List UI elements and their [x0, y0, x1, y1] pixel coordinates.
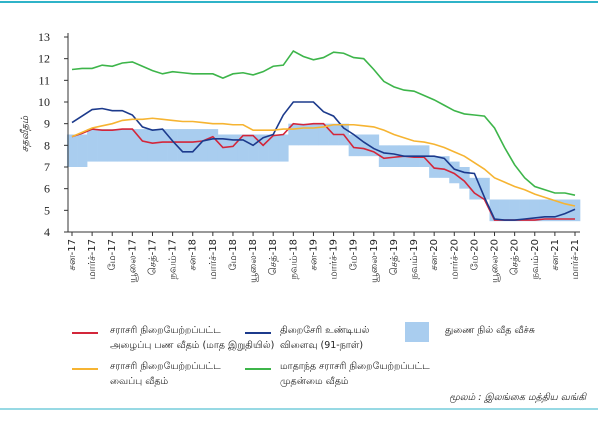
- corridor-band: [258, 134, 269, 162]
- y-tick-label: 11: [38, 73, 50, 87]
- y-tick-label: 8: [44, 138, 50, 152]
- x-tick-label: யூலை-17: [127, 239, 138, 283]
- corridor-band: [358, 134, 370, 157]
- legend-label: மாதாந்த சராசரி நிறையேற்றப்பட்ட முதன்மை வ…: [280, 361, 430, 387]
- corridor-band: [288, 123, 299, 146]
- x-tick-label: யூலை-19: [369, 239, 380, 283]
- legend-label: சராசரி நிறையேற்றப்பட்ட வைப்பு வீதம்: [110, 361, 221, 387]
- corridor-band: [278, 134, 289, 162]
- corridor-band: [519, 199, 531, 222]
- x-tick-label: நவம்-20: [530, 239, 541, 279]
- x-tick-label: மார்ச்-21: [570, 239, 581, 279]
- corridor-band: [378, 145, 390, 167]
- x-tick-label: மார்ச்-20: [449, 239, 460, 279]
- corridor-band: [107, 129, 118, 162]
- corridor-band: [227, 134, 239, 162]
- x-tick-label: செத்-19: [389, 239, 400, 275]
- corridor-band: [348, 134, 360, 157]
- y-tick-label: 6: [44, 182, 50, 196]
- series-line: [71, 117, 576, 207]
- x-tick-label: செத்-17: [147, 239, 158, 275]
- x-tick-label: நவம்-19: [409, 239, 420, 279]
- x-tick-label: நவம்-17: [168, 239, 179, 279]
- corridor-band: [549, 199, 561, 222]
- y-tick-label: 13: [38, 30, 50, 44]
- source: மூலம் : இலங்கை மத்திய வங்கி: [449, 392, 586, 403]
- y-tick-label: 10: [38, 95, 50, 109]
- x-tick-label: யூலை-18: [248, 239, 259, 283]
- series-line: [71, 50, 576, 196]
- corridor-band: [569, 199, 581, 222]
- y-tick-label: 12: [38, 52, 50, 66]
- x-tick-label: சன-17: [67, 239, 78, 271]
- x-tick-label: சன-21: [550, 239, 561, 271]
- corridor-band: [559, 199, 571, 222]
- corridor-band: [539, 199, 551, 222]
- corridor-band: [248, 134, 259, 162]
- corridor-band: [499, 199, 510, 222]
- x-tick-label: செத்-18: [268, 239, 279, 275]
- corridor-band: [97, 129, 108, 162]
- corridor-band: [147, 129, 158, 162]
- x-tick-label: சன-18: [188, 239, 199, 271]
- corridor-band: [298, 123, 309, 146]
- y-tick-label: 4: [44, 225, 50, 239]
- corridor-band: [137, 129, 148, 162]
- corridor-band: [197, 129, 209, 162]
- series-line: [71, 101, 576, 221]
- corridor-band: [117, 129, 128, 162]
- y-axis-title: சதவீதம்: [19, 115, 32, 152]
- corridor-band: [207, 129, 219, 162]
- corridor-band: [187, 129, 199, 162]
- y-tick-label: 7: [44, 160, 50, 174]
- x-tick-label: மே-20: [469, 239, 480, 270]
- corridor-band: [167, 129, 178, 162]
- corridor-band: [479, 177, 490, 200]
- x-tick-label: சன-19: [308, 239, 319, 271]
- x-tick-label: மார்ச்-17: [87, 239, 98, 279]
- corridor-band: [368, 134, 380, 157]
- corridor-band: [439, 156, 450, 178]
- legend-label: சராசரி நிறையேற்றப்பட்ட அழைப்பு பண வீதம் …: [110, 325, 275, 351]
- x-tick-label: மே-18: [228, 239, 239, 270]
- x-tick-label: மே-19: [349, 239, 360, 270]
- corridor-band: [489, 199, 500, 222]
- x-tick-label: சன-20: [429, 239, 440, 271]
- x-tick-label: நவம்-18: [288, 239, 299, 279]
- legend-swatch: [405, 322, 429, 342]
- legend-label: துணை நில் வீத வீச்சு: [445, 325, 535, 336]
- y-tick-label: 9: [44, 117, 50, 131]
- x-tick-label: மார்ச்-18: [208, 239, 219, 279]
- corridor-band: [157, 129, 168, 162]
- x-tick-label: மார்ச்-19: [329, 239, 340, 279]
- corridor-band: [509, 199, 520, 222]
- corridor-band: [127, 129, 138, 162]
- corridor-band: [87, 129, 98, 162]
- corridor-band: [237, 134, 249, 162]
- corridor-band: [308, 123, 319, 146]
- legend-label: திறைசேரி உண்டியல் விளைவு (91-நாள்): [280, 325, 370, 351]
- corridor-band: [177, 129, 188, 162]
- corridor-band: [268, 134, 279, 162]
- y-tick-label: 5: [44, 203, 50, 217]
- corridor-band: [459, 167, 470, 189]
- corridor-band: [318, 123, 329, 146]
- x-tick-label: யூலை-20: [490, 239, 501, 283]
- x-tick-label: செத்-20: [510, 239, 521, 275]
- corridor-band: [449, 161, 460, 184]
- corridor-band: [529, 199, 541, 222]
- corridor-band: [469, 177, 480, 200]
- corridor-band: [429, 156, 440, 178]
- corridor-band: [77, 134, 88, 167]
- corridor-band: [66, 134, 78, 167]
- corridor-band: [388, 145, 400, 167]
- x-tick-label: மே-17: [107, 239, 118, 270]
